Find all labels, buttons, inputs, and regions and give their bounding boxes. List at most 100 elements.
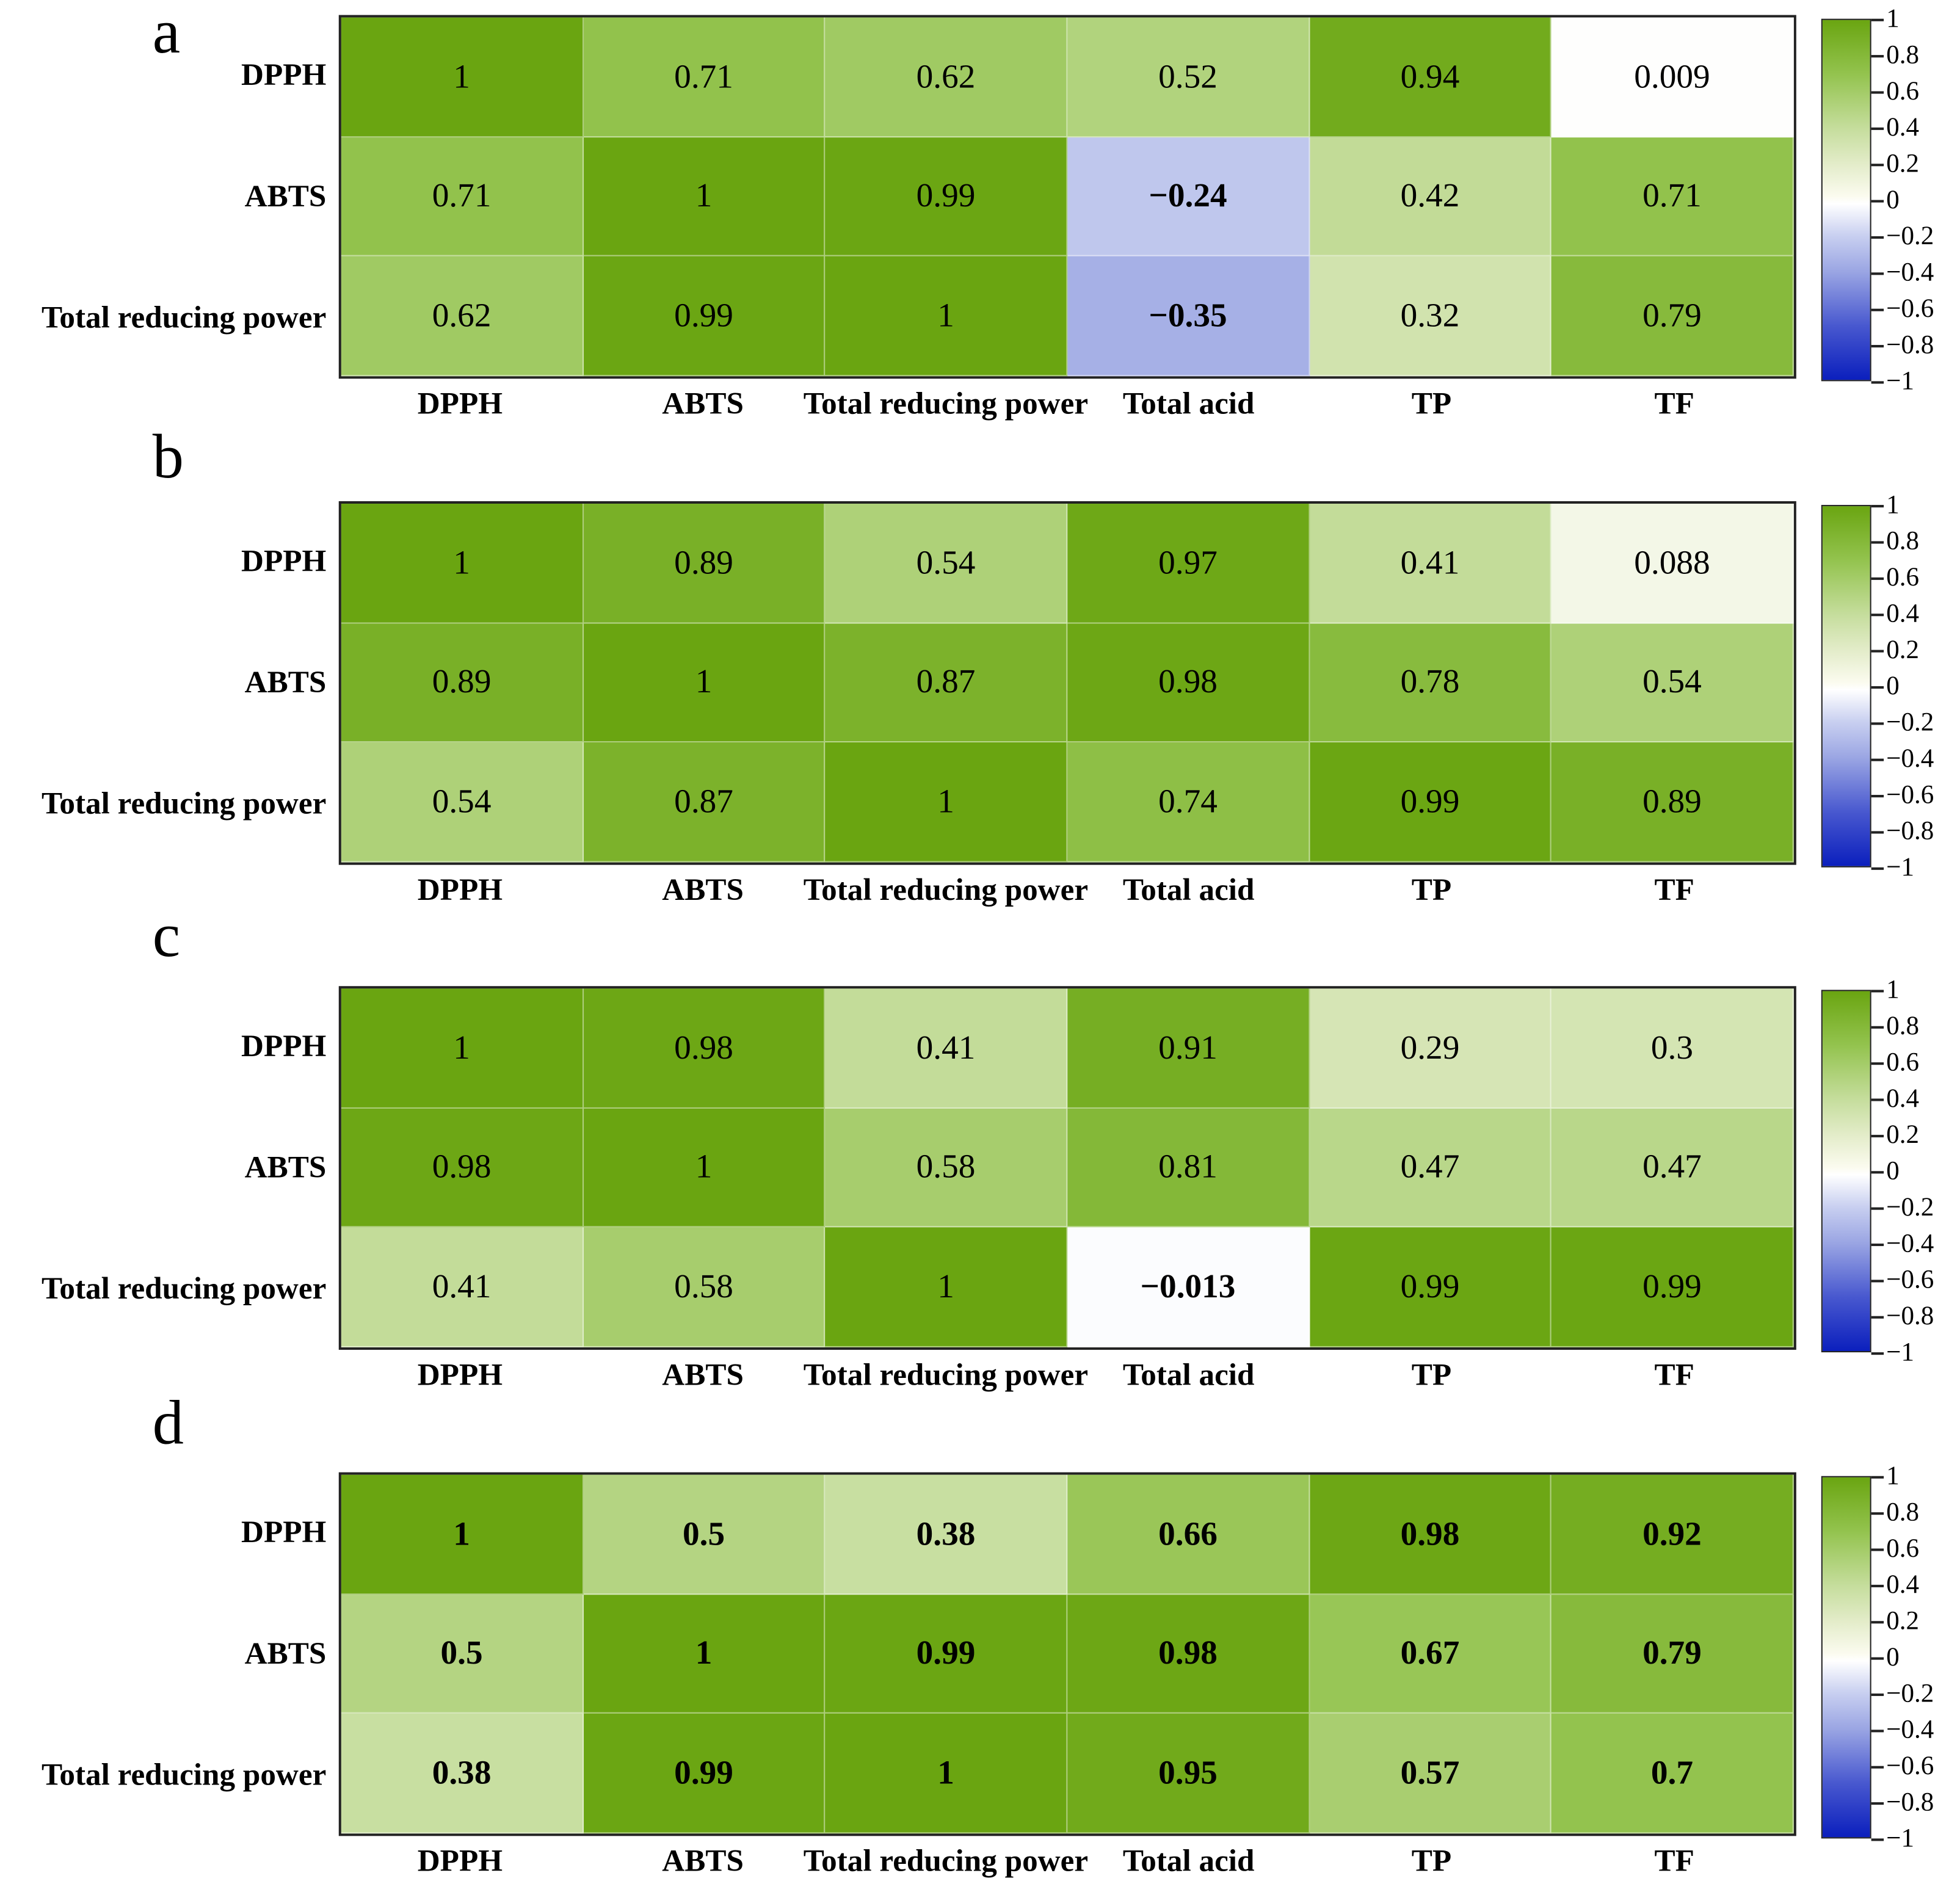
row-label: Total reducing power — [41, 786, 327, 821]
colorbar-tick-label: 0.4 — [1886, 598, 1919, 628]
heatmap-cell: 0.58 — [825, 1108, 1068, 1228]
colorbar-tick — [1871, 722, 1884, 725]
heatmap-cell: 0.81 — [1067, 1108, 1310, 1228]
heatmap-cell: 0.98 — [1067, 1594, 1310, 1714]
colorbar-tick — [1871, 1207, 1884, 1209]
heatmap-cell: 0.98 — [1067, 623, 1310, 743]
colorbar-tick-label: −1 — [1886, 852, 1914, 882]
colorbar-tick — [1871, 164, 1884, 166]
colorbar-tick — [1871, 686, 1884, 688]
row-label: DPPH — [241, 58, 327, 92]
heatmap-cell: 0.98 — [1309, 1474, 1552, 1595]
colorbar-tick-label: −0.8 — [1886, 815, 1934, 846]
colorbar-tick-label: 0.8 — [1886, 39, 1919, 70]
colorbar-tick — [1871, 1802, 1884, 1805]
colorbar-tick — [1871, 505, 1884, 507]
colorbar-tick-label: −0.6 — [1886, 779, 1934, 810]
colorbar-tick — [1871, 127, 1884, 129]
colorbar-tick — [1871, 1026, 1884, 1028]
row-label: Total reducing power — [41, 300, 327, 335]
heatmap-cell: 0.29 — [1309, 988, 1552, 1109]
column-label: DPPH — [417, 1844, 503, 1879]
heatmap-cell: 0.38 — [341, 1714, 584, 1834]
heatmap-panel-c: c 1 0.98 0.41 0.91 0.29 0.3 0.98 1 0.58 0.81 0.47 0.… — [0, 0, 1960, 1392]
heatmap-cell: 1 — [341, 988, 584, 1109]
colorbar-tick — [1871, 1062, 1884, 1065]
heatmap-cell: 1 — [583, 1108, 826, 1228]
colorbar-tick — [1871, 1584, 1884, 1587]
heatmap-grid: 1 0.71 0.62 0.52 0.94 0.009 0.71 1 0.99 −0.24 0.42… — [338, 15, 1796, 379]
heatmap-cell: 0.62 — [341, 256, 584, 377]
colorbar-tick — [1871, 1316, 1884, 1318]
row-label: ABTS — [244, 1150, 327, 1184]
panel-letter: d — [152, 1387, 184, 1458]
colorbar-tick-label: 0.2 — [1886, 634, 1919, 665]
column-label: TF — [1654, 1844, 1694, 1879]
heatmap-cell: 0.54 — [341, 742, 584, 863]
colorbar-tick — [1871, 831, 1884, 833]
colorbar-tick-label: −1 — [1886, 1336, 1914, 1367]
colorbar-tick-label: 1 — [1886, 1460, 1900, 1491]
column-label: DPPH — [417, 1358, 503, 1393]
colorbar — [1821, 18, 1871, 382]
colorbar-tick — [1871, 1280, 1884, 1282]
colorbar-tick — [1871, 308, 1884, 311]
column-label: TP — [1411, 1844, 1452, 1879]
column-label: TP — [1411, 873, 1452, 908]
colorbar-tick-label: −0.8 — [1886, 1300, 1934, 1331]
panel-letter: a — [152, 0, 181, 67]
colorbar-tick-label: 0 — [1886, 670, 1900, 701]
colorbar-tick — [1871, 200, 1884, 202]
heatmap-cell: 0.95 — [1067, 1714, 1310, 1834]
colorbar-tick — [1871, 1476, 1884, 1478]
heatmap-cell: 0.088 — [1552, 504, 1794, 623]
row-label: DPPH — [241, 1515, 327, 1549]
heatmap-cell: 0.67 — [1309, 1594, 1552, 1714]
colorbar-tick — [1871, 1512, 1884, 1515]
column-label: Total reducing power — [803, 1358, 1089, 1393]
colorbar — [1821, 990, 1871, 1353]
colorbar-tick — [1871, 1134, 1884, 1137]
heatmap-panel-b: b 1 0.89 0.54 0.97 0.41 0.088 0.89 1 0.87 0.98 0.78… — [0, 0, 1960, 907]
column-label: TF — [1654, 873, 1694, 908]
row-label: ABTS — [244, 1636, 327, 1671]
colorbar-tick-label: 0 — [1886, 184, 1900, 215]
colorbar-tick-label: 0 — [1886, 1155, 1900, 1186]
colorbar-tick — [1871, 1352, 1884, 1355]
column-label: Total reducing power — [803, 387, 1089, 421]
heatmap-cell: 0.74 — [1067, 742, 1310, 863]
colorbar-tick-label: −0.6 — [1886, 1750, 1934, 1781]
colorbar-tick — [1871, 18, 1884, 21]
colorbar-tick-label: −0.2 — [1886, 220, 1934, 251]
heatmap-cell: 0.91 — [1067, 988, 1310, 1109]
column-label: ABTS — [662, 1358, 744, 1393]
heatmap-cell: 0.41 — [825, 988, 1068, 1109]
heatmap-cell: 0.99 — [583, 1714, 826, 1834]
row-label: DPPH — [241, 544, 327, 578]
column-label: DPPH — [417, 387, 503, 421]
colorbar-tick-label: 0.6 — [1886, 1046, 1919, 1077]
heatmap-grid: 1 0.89 0.54 0.97 0.41 0.088 0.89 1 0.87 0.98 0.78 0… — [338, 501, 1796, 865]
heatmap-cell: 0.87 — [825, 623, 1068, 743]
colorbar-tick-label: 0.6 — [1886, 1532, 1919, 1563]
heatmap-cell: 0.41 — [341, 1228, 584, 1347]
colorbar-tick-label: −0.8 — [1886, 329, 1934, 360]
heatmap-cell: 1 — [341, 1474, 584, 1595]
heatmap-cell: 1 — [825, 1228, 1068, 1347]
colorbar-tick-label: 0.6 — [1886, 75, 1919, 106]
column-label: ABTS — [662, 1844, 744, 1879]
row-label: Total reducing power — [41, 1758, 327, 1792]
heatmap-cell: 1 — [825, 742, 1068, 863]
heatmap-cell: 1 — [825, 1714, 1068, 1834]
colorbar-tick-label: 1 — [1886, 974, 1900, 1004]
column-label: Total acid — [1122, 387, 1255, 421]
heatmap-cell: 0.89 — [341, 623, 584, 743]
column-label: Total reducing power — [803, 1844, 1089, 1879]
colorbar-tick — [1871, 236, 1884, 238]
colorbar-tick — [1871, 1098, 1884, 1101]
heatmap-cell: 0.62 — [825, 17, 1068, 137]
colorbar-tick — [1871, 1621, 1884, 1623]
heatmap-cell: −0.35 — [1067, 256, 1310, 377]
column-label: TP — [1411, 1358, 1452, 1393]
heatmap-cell: −0.013 — [1067, 1228, 1310, 1347]
